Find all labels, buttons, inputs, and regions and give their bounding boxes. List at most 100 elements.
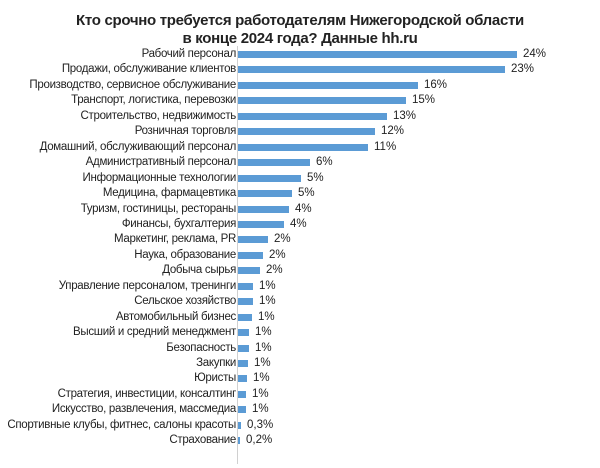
category-label: Строительство, недвижимость (80, 109, 237, 122)
category-label: Информационные технологии (82, 171, 237, 184)
category-label: Закупки (196, 357, 236, 369)
bar (238, 437, 240, 445)
category-label: Рабочий персонал (141, 48, 237, 60)
bar-row: Высший и средний менеджмент 1% (0, 325, 600, 340)
category-label: Медицина, фармацевтика (102, 187, 236, 200)
category-label: Домашний, обслуживающий персонал (39, 140, 237, 153)
bar (238, 220, 284, 228)
category-label: Искусство, развлечения, массмедиа (51, 403, 236, 416)
bar-row: Рабочий персонал 24% (0, 47, 600, 62)
category-label: Стратегия, инвестиции, консалтинг (57, 387, 237, 400)
value-label: 16% (424, 78, 448, 91)
plot-area: Рабочий персонал 24% Продажи, обслуживание… (0, 46, 600, 464)
bar-row: Искусство, развлечения, массмедиа 1% (0, 402, 600, 417)
bar-row: Сельское хозяйство 1% (0, 294, 600, 309)
value-label: 6% (316, 156, 333, 169)
value-label: 11% (374, 140, 397, 153)
category-label: Высший и средний менеджмент (73, 326, 236, 339)
category-label: Спортивные клубы, фитнес, салоны красоты (7, 418, 236, 431)
category-label: Управление персоналом, тренинги (58, 279, 237, 292)
bar (238, 236, 268, 244)
category-label: Автомобильный бизнес (115, 310, 236, 323)
bar (238, 112, 387, 120)
value-label: 2% (269, 248, 286, 261)
bar-row: Медицина, фармацевтика 5% (0, 186, 600, 201)
bar (238, 282, 253, 290)
bar (238, 360, 248, 367)
bar-row: Транспорт, логистика, перевозки 15% (0, 93, 600, 108)
bar-row: Туризм, гостиницы, рестораны 4% (0, 202, 600, 217)
category-label: Безопасность (166, 341, 236, 354)
category-label: Юристы (194, 372, 236, 385)
bar (238, 390, 246, 398)
category-label: Административный персонал (85, 156, 237, 169)
value-label: 4% (295, 202, 312, 215)
bar (238, 51, 517, 58)
chart-title: Кто срочно требуется работодателям Нижег… (0, 12, 600, 48)
bar-row: Розничная торговля 12% (0, 124, 600, 139)
chart-title-line-2: в конце 2024 года? Данные hh.ru (182, 30, 418, 47)
bar (238, 128, 375, 136)
bar (238, 97, 406, 105)
bar (238, 329, 249, 337)
category-axis-line (237, 46, 238, 464)
value-label: 4% (290, 217, 307, 230)
bar-row: Безопасность 1% (0, 341, 600, 356)
bar (238, 143, 368, 151)
bar (238, 267, 260, 275)
bar-row: Домашний, обслуживающий персонал 11% (0, 140, 600, 155)
bar (238, 190, 292, 198)
bar-row: Информационные технологии 5% (0, 171, 600, 186)
value-label: 13% (393, 109, 417, 122)
value-label: 5% (298, 187, 315, 200)
value-label: 1% (252, 403, 269, 416)
bar (238, 159, 310, 167)
value-label: 12% (381, 125, 405, 138)
value-label: 1% (252, 387, 269, 400)
category-label: Наука, образование (134, 248, 236, 261)
value-label: 2% (266, 264, 283, 277)
value-label: 0,2% (246, 434, 273, 447)
category-label: Маркетинг, реклама, PR (113, 233, 236, 246)
value-label: 23% (511, 63, 535, 76)
value-label: 1% (254, 357, 271, 369)
category-label: Продажи, обслуживание клиентов (61, 63, 236, 76)
bar-row: Производство, сервисное обслуживание 16% (0, 78, 600, 93)
value-label: 24% (523, 48, 547, 60)
bar-row: Страхование 0,2% (0, 433, 600, 448)
category-label: Производство, сервисное обслуживание (29, 78, 236, 91)
value-label: 1% (253, 372, 270, 385)
bar-row: Управление персоналом, тренинги 1% (0, 279, 600, 294)
bar (238, 81, 418, 89)
bar (238, 421, 241, 429)
value-label: 2% (274, 233, 291, 246)
value-label: 1% (255, 326, 272, 339)
category-label: Транспорт, логистика, перевозки (71, 94, 236, 107)
bar (238, 66, 505, 74)
category-label: Страхование (169, 434, 236, 447)
bar-row: Строительство, недвижимость 13% (0, 109, 600, 124)
bar-row: Спортивные клубы, фитнес, салоны красоты… (0, 418, 600, 433)
category-label: Розничная торговля (134, 125, 237, 138)
bar-row: Юристы 1% (0, 371, 600, 386)
bar-row: Административный персонал 6% (0, 155, 600, 170)
bar (238, 205, 289, 213)
bar-row: Закупки 1% (0, 356, 600, 371)
bar (238, 313, 252, 321)
bar-row: Стратегия, инвестиции, консалтинг 1% (0, 387, 600, 402)
bar (238, 375, 247, 383)
bar-row: Маркетинг, реклама, PR 2% (0, 232, 600, 247)
bar (238, 344, 249, 352)
category-label: Финансы, бухгалтерия (121, 217, 236, 230)
bar (238, 251, 263, 259)
value-label: 0,3% (247, 418, 274, 431)
bar-row: Продажи, обслуживание клиентов 23% (0, 62, 600, 77)
value-label: 5% (307, 171, 324, 184)
bar-row: Наука, образование 2% (0, 248, 600, 263)
bar-row: Автомобильный бизнес 1% (0, 310, 600, 325)
bar (238, 174, 301, 182)
bar (238, 298, 253, 306)
value-label: 1% (259, 279, 276, 292)
chart-title-line-1: Кто срочно требуется работодателям Нижег… (76, 12, 524, 29)
bar-row: Финансы, бухгалтерия 4% (0, 217, 600, 232)
